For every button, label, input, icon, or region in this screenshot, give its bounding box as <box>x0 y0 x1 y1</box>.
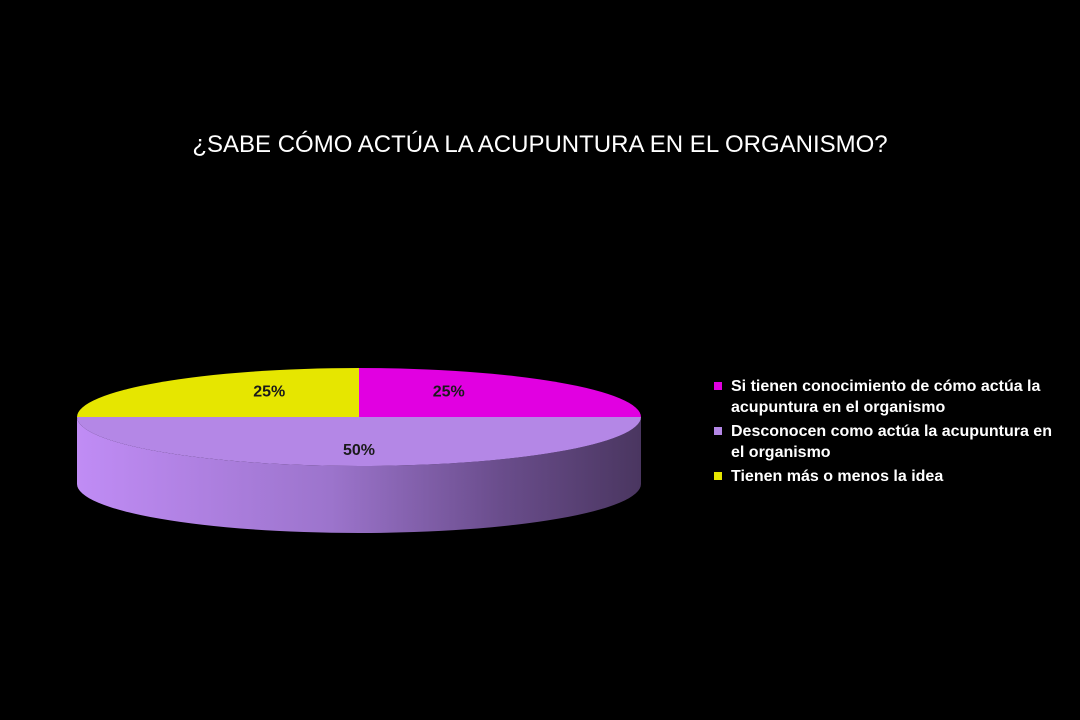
legend-item-desconocen: Desconocen como actúa la acupuntura en e… <box>714 421 1064 463</box>
pie-label-mas-o-menos: 25% <box>253 383 285 400</box>
pie-side-desconocen <box>77 417 641 533</box>
pie-label-desconocen: 50% <box>343 442 375 459</box>
pie-slices: 25% 50% 25% <box>77 368 641 533</box>
legend-swatch-desconocen <box>714 427 722 435</box>
pie-slice-desconocen <box>77 417 641 466</box>
legend-label-desconocen: Desconocen como actúa la acupuntura en e… <box>731 423 1052 461</box>
chart-title: ¿SABE CÓMO ACTÚA LA ACUPUNTURA EN EL ORG… <box>192 131 888 158</box>
legend-swatch-mas-o-menos <box>714 472 722 480</box>
legend-label-si-tienen: Si tienen conocimiento de cómo actúa la … <box>731 378 1041 416</box>
legend-label-mas-o-menos: Tienen más o menos la idea <box>731 468 944 485</box>
legend-item-si-tienen: Si tienen conocimiento de cómo actúa la … <box>714 376 1064 418</box>
legend-swatch-si-tienen <box>714 382 722 390</box>
pie-slice-si-tienen <box>359 368 641 417</box>
pie-label-si-tienen: 25% <box>433 383 465 400</box>
pie-slice-mas-o-menos <box>77 368 359 417</box>
legend-item-mas-o-menos: Tienen más o menos la idea <box>714 466 1064 487</box>
legend: Si tienen conocimiento de cómo actúa la … <box>714 376 1064 490</box>
